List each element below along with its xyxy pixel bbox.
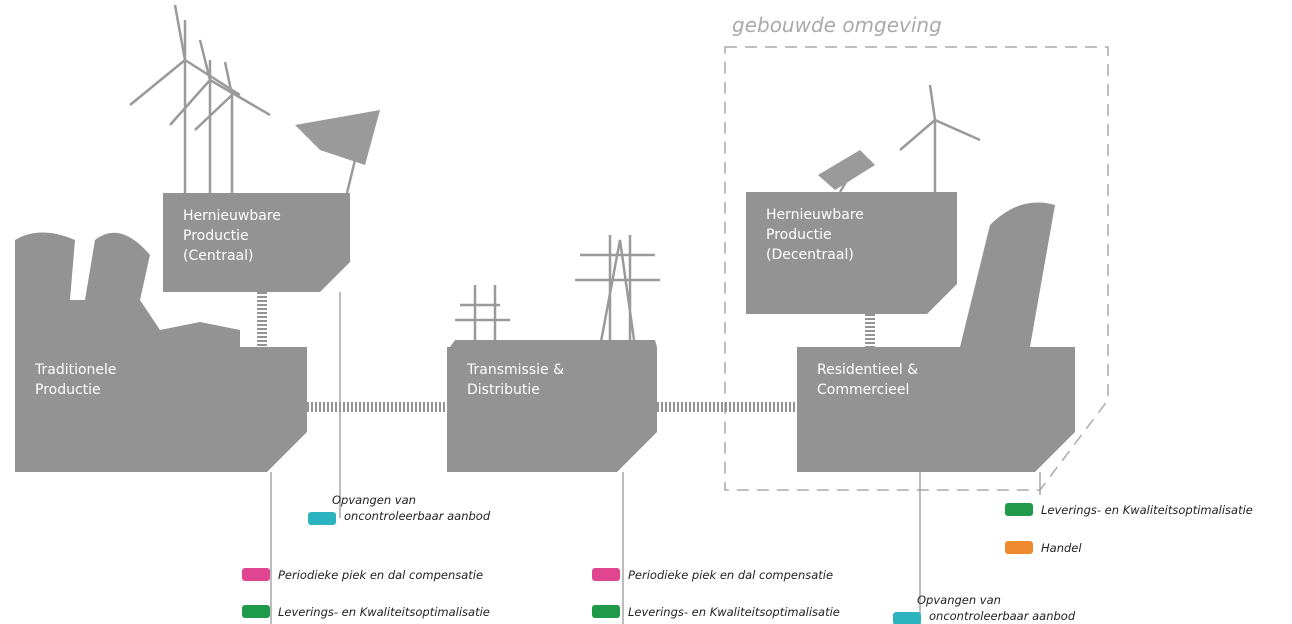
label-swatch (242, 605, 270, 618)
node-box (746, 192, 957, 314)
label-swatch (893, 612, 921, 624)
node-label: (Centraal) (183, 248, 253, 264)
node-label: Productie (183, 228, 249, 244)
label-swatch (592, 605, 620, 618)
label-swatch (1005, 541, 1033, 554)
node-label: Traditionele (34, 362, 117, 378)
node-label: Hernieuwbare (766, 207, 864, 223)
label-text: Handel (1041, 541, 1082, 555)
node-label: Transmissie & (466, 362, 564, 378)
region-label: gebouwde omgeving (732, 13, 942, 37)
label-text: Leverings- en Kwaliteitsoptimalisatie (1041, 503, 1253, 517)
label-text: oncontroleerbaar aanbod (929, 609, 1076, 623)
node-box (447, 347, 657, 472)
label-swatch (308, 512, 336, 525)
label-swatch (1005, 503, 1033, 516)
node-label: Productie (766, 227, 832, 243)
label-swatch (242, 568, 270, 581)
label-text: Opvangen van (917, 593, 1001, 607)
node-box (797, 347, 1075, 472)
node-label: Productie (35, 382, 101, 398)
label-text: Leverings- en Kwaliteitsoptimalisatie (628, 605, 840, 619)
node-label: (Decentraal) (766, 247, 854, 263)
label-text: oncontroleerbaar aanbod (344, 509, 491, 523)
node-label: Hernieuwbare (183, 208, 281, 224)
label-text: Periodieke piek en dal compensatie (628, 568, 833, 582)
label-text: Opvangen van (332, 493, 416, 507)
connectors (257, 292, 1041, 624)
label-swatch (592, 568, 620, 581)
node-box (15, 347, 307, 472)
node-label: Distributie (467, 382, 540, 398)
node-label: Residentieel & (817, 362, 918, 378)
decorations (15, 4, 1055, 348)
node-box (163, 193, 350, 292)
node-label: Commercieel (817, 382, 909, 398)
label-text: Leverings- en Kwaliteitsoptimalisatie (278, 605, 490, 619)
label-text: Periodieke piek en dal compensatie (278, 568, 483, 582)
